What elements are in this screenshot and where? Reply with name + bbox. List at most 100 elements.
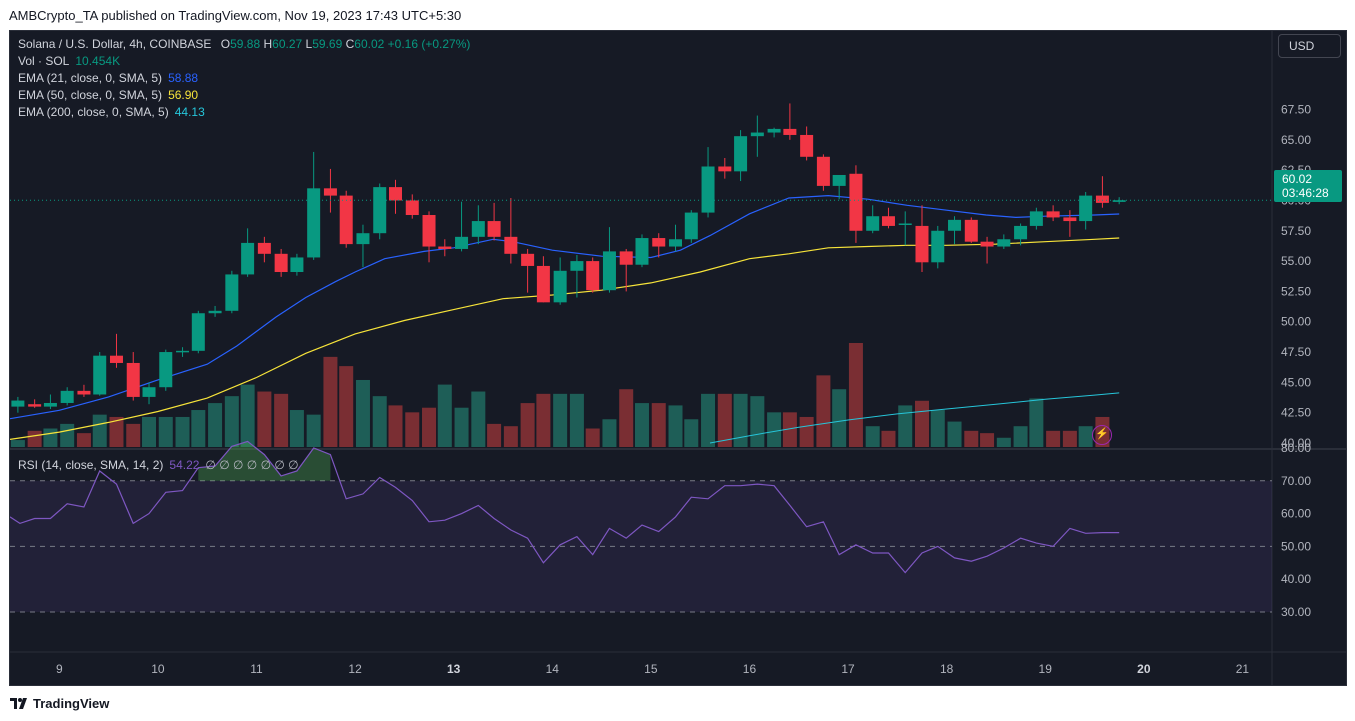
candle-body (159, 352, 173, 388)
volume-bar (750, 396, 765, 447)
volume-bar (914, 400, 929, 447)
time-tick-label: 12 (348, 662, 362, 676)
volume-bar (76, 433, 91, 447)
candle-body (356, 233, 370, 245)
candle-body (405, 200, 419, 216)
legend-rsi-row: RSI (14, close, SMA, 14, 2) 54.22 ∅ ∅ ∅ ∅ … (18, 458, 299, 472)
candle-body (504, 236, 518, 254)
candle-body (1014, 225, 1028, 240)
candle-body (126, 362, 140, 397)
candle-body (1095, 195, 1109, 203)
lightning-icon[interactable]: ⚡ (1092, 425, 1112, 445)
time-tick-label: 21 (1236, 662, 1250, 676)
time-tick-label: 17 (841, 662, 855, 676)
candle-body (898, 223, 912, 225)
candle-body (208, 310, 222, 314)
candle-body (257, 242, 271, 254)
candle-body (225, 274, 239, 311)
volume-bar (92, 414, 107, 447)
publisher-text: AMBCrypto_TA published on TradingView.co… (9, 8, 462, 23)
volume-bar (191, 410, 206, 447)
candle-body (602, 251, 616, 291)
volume-bar (848, 343, 863, 447)
chart-panel[interactable]: 40.00 42.50 45.00 47.50 50.00 52.50 55.00 57.50… (9, 30, 1347, 686)
volume-bar (454, 407, 469, 447)
tradingview-logo[interactable]: TradingView (10, 696, 109, 711)
candle-body (28, 404, 42, 407)
candle-body (750, 132, 764, 137)
volume-label: Vol · SOL (18, 54, 70, 68)
candle-body (816, 156, 830, 186)
volume-bar (289, 410, 304, 447)
ohlc-high-label: H (263, 37, 273, 51)
time-tick-label: 9 (56, 662, 63, 676)
volume-bar (832, 389, 847, 447)
volume-bar (43, 428, 58, 447)
candle-body (849, 173, 863, 231)
candle-body (521, 253, 535, 266)
ema50-label: EMA (50, close, 0, SMA, 5) (18, 88, 163, 102)
volume-bar (503, 426, 518, 447)
rsi-line (10, 440, 1120, 574)
chart-background (10, 31, 1346, 685)
volume-bar (372, 396, 387, 447)
legend-symbol-row: Solana / U.S. Dollar, 4h, COINBASE O59.8… (18, 37, 470, 51)
price-tick-label: 45.00 (1281, 375, 1311, 389)
volume-bar (257, 391, 272, 447)
price-tick-label: 57.50 (1281, 224, 1311, 238)
volume-bar (422, 407, 437, 447)
candle-body (307, 188, 321, 258)
volume-bar (717, 393, 732, 447)
volume-bar (1078, 426, 1093, 447)
legend-ema21-row: EMA (21, close, 0, SMA, 5) 58.88 (18, 71, 198, 85)
volume-bar (947, 421, 962, 447)
ohlc-open-label: O (220, 37, 231, 51)
price-tick-label: 65.00 (1281, 133, 1311, 147)
candle-body (290, 257, 304, 273)
volume-bar (60, 423, 75, 447)
candle-body (60, 390, 74, 403)
time-tick-label: 10 (151, 662, 165, 676)
volume-bar (585, 428, 600, 447)
candle-body (93, 355, 107, 395)
candle-body (783, 128, 797, 135)
rsi-tick-label: 40.00 (1281, 572, 1311, 586)
volume-bar (126, 423, 141, 447)
ema200-line (709, 392, 1120, 444)
candle-body (931, 230, 945, 263)
candle-body (422, 215, 436, 247)
candle-body (669, 239, 683, 247)
volume-bar (816, 375, 831, 447)
candle-body (832, 174, 846, 186)
time-tick-label: 20 (1137, 662, 1151, 676)
candle-body (980, 241, 994, 247)
volume-bar (668, 405, 683, 447)
ohlc-high: 60.27 (272, 37, 303, 51)
volume-bar (520, 403, 535, 447)
volume-bar (980, 433, 995, 447)
candle-body (948, 219, 962, 231)
ema50-line (10, 237, 1120, 440)
ema21-line (10, 194, 1120, 420)
rsi-tick-label: 80.00 (1281, 441, 1311, 455)
volume-bar (865, 426, 880, 447)
volume-bar (27, 430, 42, 447)
volume-bar (1029, 398, 1044, 447)
volume-bar (388, 405, 403, 447)
currency-button[interactable]: USD (1278, 34, 1341, 58)
time-tick-label: 18 (940, 662, 954, 676)
rsi-tick-label: 50.00 (1281, 539, 1311, 553)
volume-bar (634, 403, 649, 447)
volume-bar (898, 405, 913, 447)
candle-body (586, 261, 600, 291)
volume-bar (996, 437, 1011, 447)
candle-body (635, 238, 649, 265)
legend-ema200-row: EMA (200, close, 0, SMA, 5) 44.13 (18, 105, 205, 119)
chart-canvas[interactable]: 40.00 42.50 45.00 47.50 50.00 52.50 55.00 57.50… (10, 31, 1347, 686)
candle-body (1029, 211, 1043, 226)
candle-body (191, 313, 205, 351)
candle-body (1063, 217, 1077, 222)
legend-ema50-row: EMA (50, close, 0, SMA, 5) 56.90 (18, 88, 198, 102)
volume-bar (109, 416, 124, 447)
time-tick-label: 16 (743, 662, 757, 676)
